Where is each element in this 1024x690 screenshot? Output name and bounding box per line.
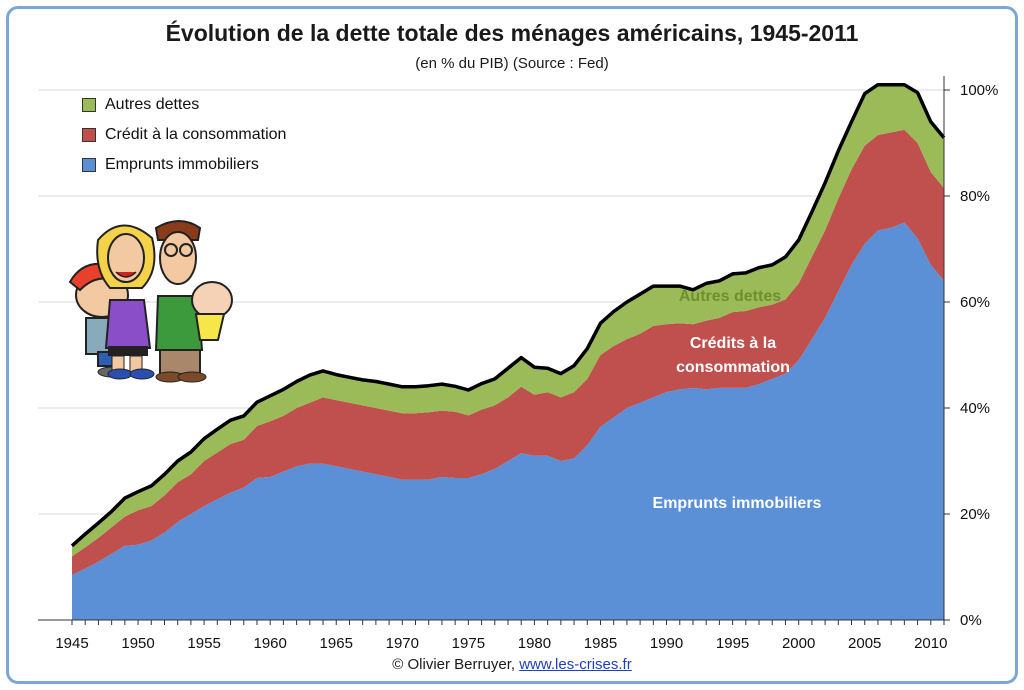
legend-swatch (82, 98, 96, 112)
x-tick-label: 1960 (253, 635, 286, 652)
x-tick-label: 1950 (121, 635, 154, 652)
legend-swatch (82, 158, 96, 172)
x-tick-label: 1985 (584, 635, 617, 652)
label-credits-line2: consommation (676, 359, 790, 376)
y-tick-label: 60% (960, 294, 990, 311)
x-tick-label: 1955 (187, 635, 220, 652)
area-cr-dit-la-consommation (72, 129, 944, 576)
x-tick-label: 1975 (452, 635, 485, 652)
legend: Autres dettes Crédit à la consommation E… (82, 90, 286, 180)
x-tick-label: 1945 (55, 635, 88, 652)
y-tick-label: 40% (960, 400, 990, 417)
area-autres-dettes (72, 84, 944, 557)
x-tick-label: 2000 (782, 635, 815, 652)
label-credits-line1: Crédits à la (690, 335, 776, 352)
x-tick-label: 1990 (650, 635, 683, 652)
y-tick-label: 100% (960, 82, 998, 99)
x-tick-label: 2010 (914, 635, 947, 652)
x-tick-label: 1995 (716, 635, 749, 652)
credit-link[interactable]: www.les-crises.fr (519, 656, 632, 673)
legend-item: Crédit à la consommation (82, 120, 286, 150)
legend-swatch (82, 128, 96, 142)
stacked-areas (70, 82, 946, 620)
legend-label: Autres dettes (105, 96, 200, 113)
chart-subtitle: (en % du PIB) (Source : Fed) (415, 55, 609, 72)
x-tick-label: 1965 (320, 635, 353, 652)
chart-title: Évolution de la dette totale des ménages… (165, 20, 859, 46)
legend-label: Emprunts immobiliers (105, 156, 259, 173)
credit-line: © Olivier Berruyer, www.les-crises.fr (0, 656, 1024, 673)
x-tick-label: 1980 (518, 635, 551, 652)
family-clipart (68, 220, 233, 383)
label-autres-dettes: Autres dettes (679, 288, 781, 305)
credit-author: © Olivier Berruyer, (392, 656, 520, 673)
legend-item: Emprunts immobiliers (82, 150, 286, 180)
area-emprunts-immobiliers (72, 222, 944, 620)
x-tick-label: 1970 (386, 635, 419, 652)
y-tick-label: 80% (960, 188, 990, 205)
axes: 0% 20% 40% 60% 80% 100% 1945 1950 1955 1960 1965 19… (38, 76, 998, 652)
x-tick-label: 2005 (848, 635, 881, 652)
y-tick-label: 0% (960, 612, 982, 629)
legend-label: Crédit à la consommation (105, 126, 287, 143)
label-emprunts: Emprunts immobiliers (653, 495, 822, 512)
legend-item: Autres dettes (82, 90, 286, 120)
y-tick-label: 20% (960, 506, 990, 523)
total-line (70, 82, 946, 548)
area-labels: Autres dettes Crédits à la consommation … (653, 288, 822, 512)
